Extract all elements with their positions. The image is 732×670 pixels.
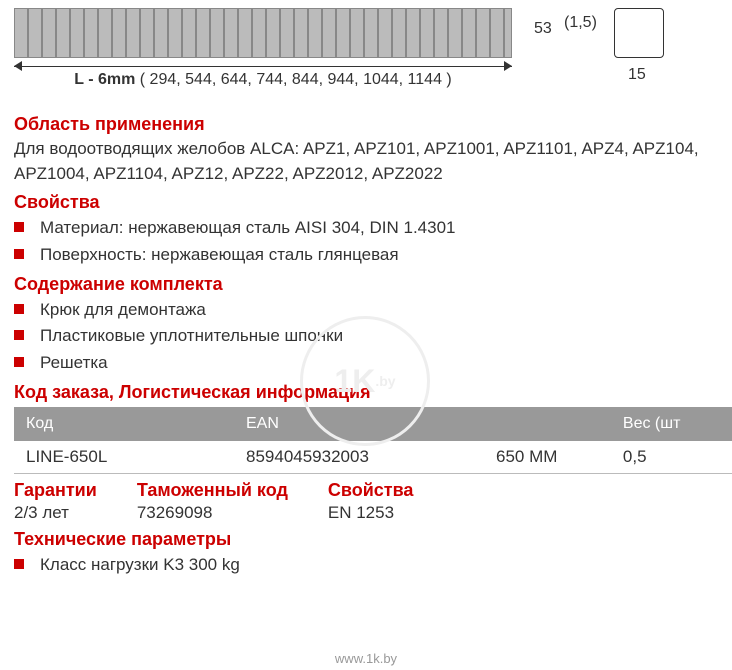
order-cell-ean: 8594045932003 xyxy=(234,441,484,474)
tech-item: Класс нагрузки K3 300 kg xyxy=(14,552,718,578)
application-text: Для водоотводящих желобов ALCA: APZ1, AP… xyxy=(14,137,718,186)
contents-item: Пластиковые уплотнительные шпонки xyxy=(14,323,718,349)
info-row: Гарантии 2/3 лет Таможенный код 73269098… xyxy=(14,480,718,523)
tech-section: Технические параметры Класс нагрузки K3 … xyxy=(14,529,718,578)
application-section: Область применения Для водоотводящих жел… xyxy=(14,114,718,186)
profile-illustration xyxy=(614,8,664,58)
dim-thickness: (1,5) xyxy=(564,14,597,32)
tech-drawing: L - 6mm ( 294, 544, 644, 744, 844, 944, … xyxy=(14,6,718,106)
order-cell-dim: 650 MM xyxy=(484,441,611,474)
order-table: Код EAN Вес (шт LINE-650L 8594045932003 … xyxy=(14,407,732,474)
order-section: Код заказа, Логистическая информация Код… xyxy=(14,382,732,474)
warranty-value: 2/3 лет xyxy=(14,503,97,523)
properties-section: Свойства Материал: нержавеющая сталь AIS… xyxy=(14,192,718,268)
contents-section: Содержание комплекта Крюк для демонтажа … xyxy=(14,274,718,376)
grate-illustration xyxy=(14,8,512,58)
order-col-code: Код xyxy=(14,407,234,441)
dim-length-values: ( 294, 544, 644, 744, 844, 944, 1044, 11… xyxy=(140,71,452,88)
tech-heading: Технические параметры xyxy=(14,529,718,550)
customs-heading: Таможенный код xyxy=(137,480,288,501)
contents-heading: Содержание комплекта xyxy=(14,274,718,295)
property-item: Поверхность: нержавеющая сталь глянцевая xyxy=(14,242,718,268)
warranty-heading: Гарантии xyxy=(14,480,97,501)
order-cell-code: LINE-650L xyxy=(14,441,234,474)
order-col-dim xyxy=(484,407,611,441)
dim-height: 53 xyxy=(534,20,552,38)
props-heading: Свойства xyxy=(328,480,414,501)
order-row: LINE-650L 8594045932003 650 MM 0,5 xyxy=(14,441,732,474)
dim-depth: 15 xyxy=(628,66,646,84)
application-heading: Область применения xyxy=(14,114,718,135)
contents-item: Крюк для демонтажа xyxy=(14,297,718,323)
dim-length-label: L - 6mm xyxy=(74,71,135,88)
customs-value: 73269098 xyxy=(137,503,288,523)
order-heading: Код заказа, Логистическая информация xyxy=(14,382,732,403)
props-value: EN 1253 xyxy=(328,503,414,523)
properties-heading: Свойства xyxy=(14,192,718,213)
dim-length: L - 6mm ( 294, 544, 644, 744, 844, 944, … xyxy=(14,66,512,89)
order-col-weight: Вес (шт xyxy=(611,407,732,441)
order-col-ean: EAN xyxy=(234,407,484,441)
order-cell-weight: 0,5 xyxy=(611,441,732,474)
property-item: Материал: нержавеющая сталь AISI 304, DI… xyxy=(14,215,718,241)
contents-item: Решетка xyxy=(14,350,718,376)
